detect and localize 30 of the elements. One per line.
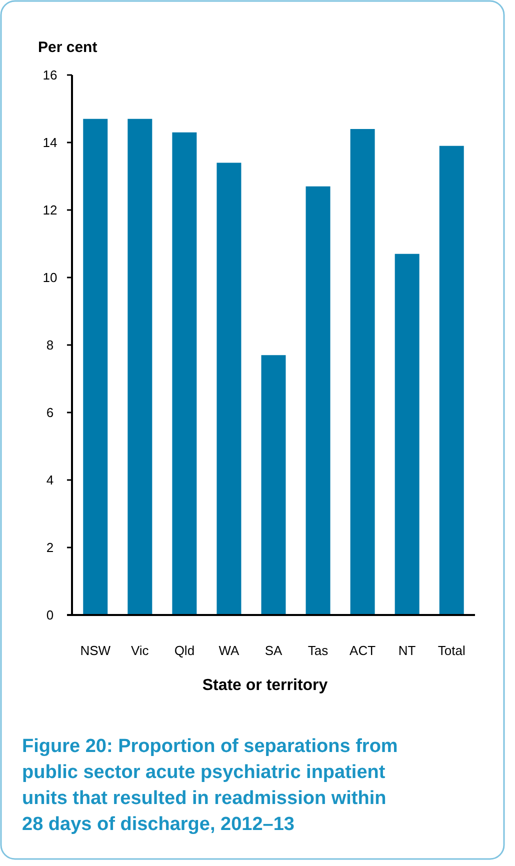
y-tick-label: 4 — [46, 472, 54, 488]
x-tick-label: SA — [264, 643, 282, 658]
x-tick-label: Total — [438, 643, 466, 658]
x-tick-label: NSW — [80, 643, 112, 658]
bar — [83, 118, 108, 615]
x-tick-label: Qld — [174, 643, 195, 658]
bar — [350, 129, 375, 615]
y-tick-label: 8 — [46, 338, 54, 353]
text: Figure 20: Proportion of separations from public sector acute psychiatric inpatient units that resulted in readmission within 28 days of discharge, 2012–13 — [22, 736, 398, 835]
y-axis-title: Per cent — [38, 39, 98, 56]
bar — [439, 146, 464, 615]
x-tick-label: WA — [218, 643, 240, 658]
y-tick-label: 12 — [42, 202, 58, 218]
y-tick-label: 0 — [46, 608, 54, 623]
y-tick-label: 14 — [42, 135, 58, 150]
y-tick-label: 6 — [46, 405, 54, 420]
bar — [128, 118, 152, 615]
x-tick-label: NT — [398, 643, 416, 658]
x-axis-title: State or territory — [202, 677, 328, 694]
bar — [394, 254, 420, 615]
y-tick-label: 16 — [42, 68, 58, 83]
x-tick-label: Tas — [308, 643, 329, 658]
x-tick-label: ACT — [350, 643, 376, 658]
bar — [172, 132, 197, 615]
y-tick-label: 10 — [42, 270, 58, 286]
x-tick-label: Vic — [130, 643, 150, 658]
bar — [216, 162, 242, 615]
bar — [261, 355, 286, 615]
bar — [306, 186, 330, 615]
y-tick-label: 2 — [46, 540, 54, 556]
